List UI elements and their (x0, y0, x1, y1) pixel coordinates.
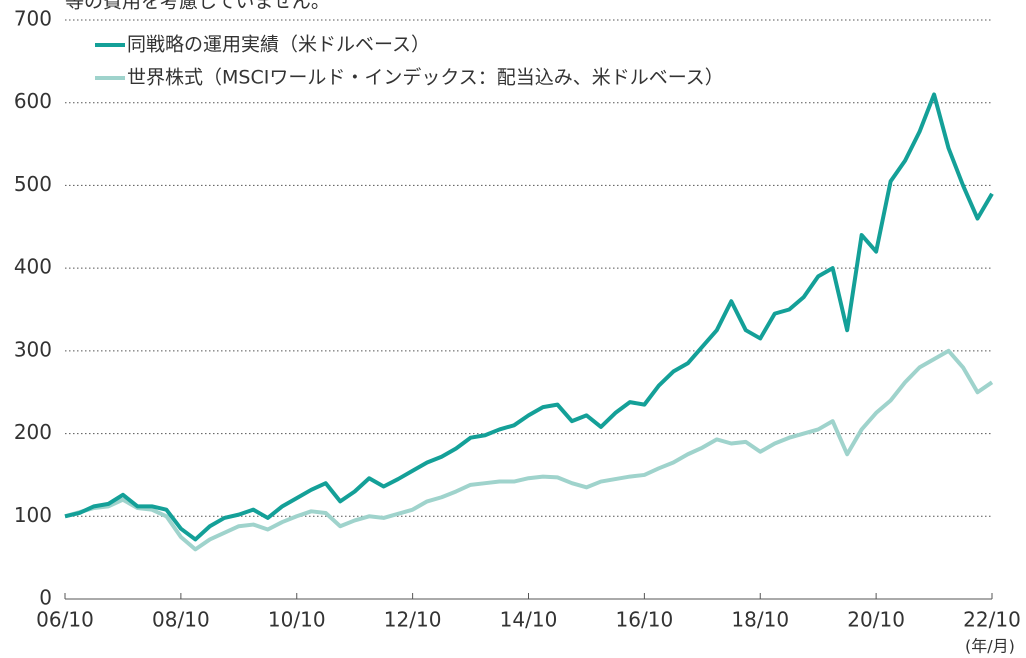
y-tick-label: 500 (14, 172, 52, 196)
line-series (64, 348, 994, 552)
y-tick-label: 300 (14, 337, 52, 361)
x-tick-label: 12/10 (384, 608, 442, 632)
x-tick-label: 22/10 (963, 608, 1021, 632)
y-tick-label: 600 (14, 89, 52, 113)
x-tick-label: 18/10 (731, 608, 789, 632)
x-tick-label: 16/10 (616, 608, 674, 632)
y-tick-label: 100 (14, 503, 52, 527)
y-tick-label: 200 (14, 420, 52, 444)
x-tick-label: 14/10 (500, 608, 558, 632)
y-tick-label: 400 (14, 255, 52, 279)
y-tick-label: 700 (14, 7, 52, 31)
y-tick-label: 0 (39, 586, 52, 610)
line-series (64, 92, 994, 542)
legend-label: 同戦略の運用実績（米ドルベース） (127, 34, 430, 56)
x-tick-label: 20/10 (847, 608, 905, 632)
x-tick-label: 08/10 (152, 608, 210, 632)
x-tick-label: 10/10 (268, 608, 326, 632)
x-tick-label: 06/10 (36, 608, 94, 632)
note: 等の費用を考慮していません。 (65, 0, 330, 13)
x-axis-unit: (年/月) (965, 637, 1015, 656)
legend-label: 世界株式（MSCIワールド・インデックス：配当込み、米ドルベース） (127, 67, 724, 89)
